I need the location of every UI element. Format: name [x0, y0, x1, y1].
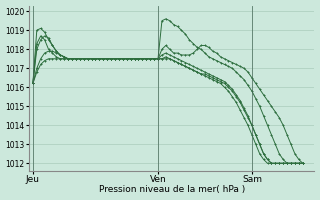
X-axis label: Pression niveau de la mer( hPa ): Pression niveau de la mer( hPa ) — [99, 185, 245, 194]
